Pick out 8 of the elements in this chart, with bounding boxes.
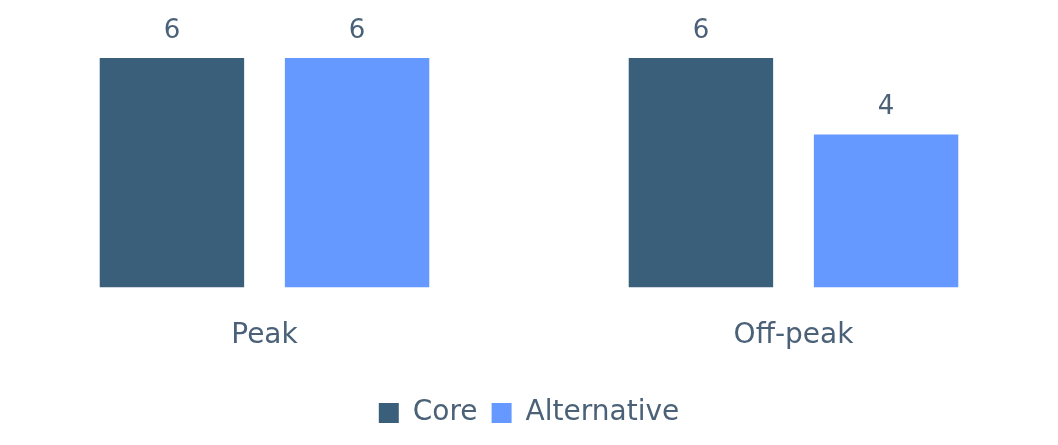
data-label: 6: [348, 13, 366, 44]
x-tick-label: Off-peak: [733, 317, 855, 351]
data-label: 6: [692, 13, 710, 44]
data-label: 4: [877, 90, 895, 121]
data-label: 6: [163, 13, 181, 44]
x-tick-label: Peak: [231, 317, 299, 351]
legend-label: Alternative: [525, 394, 680, 428]
legend-label: Core: [412, 394, 478, 428]
